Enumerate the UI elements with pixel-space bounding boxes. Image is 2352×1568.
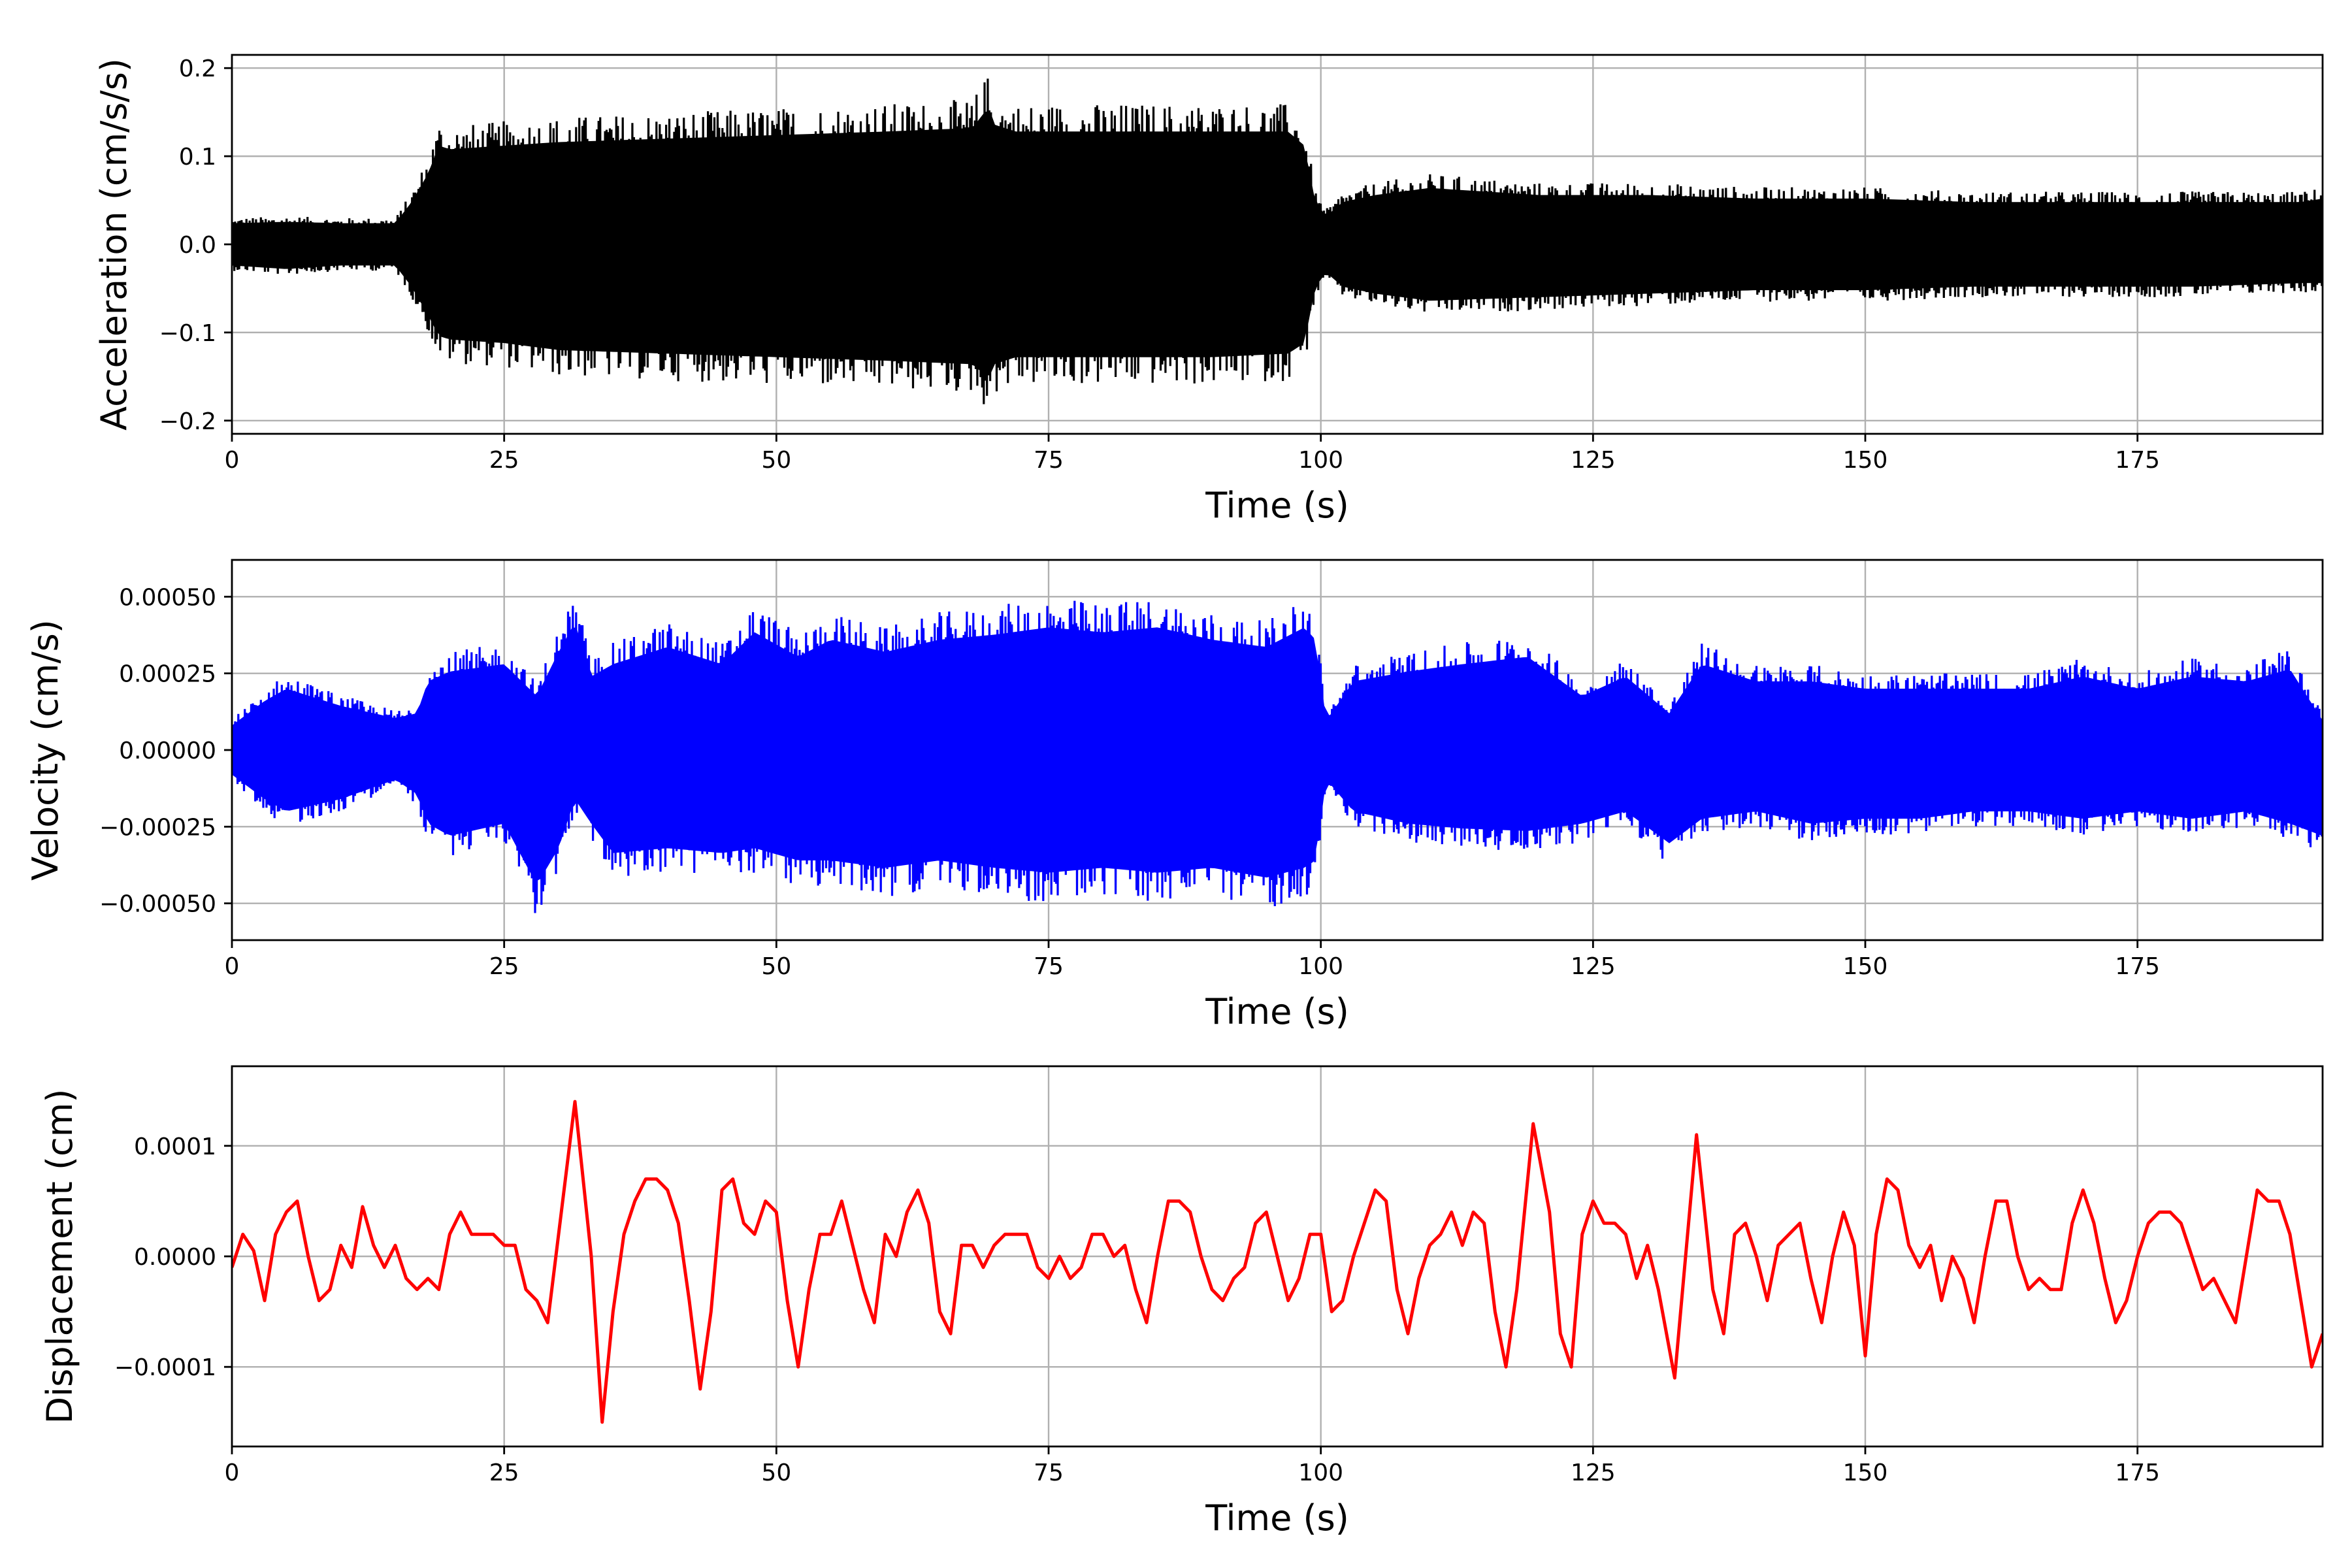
acceleration-xtick-label: 150	[1843, 447, 1888, 474]
displacement-ytick-label: 0.0001	[134, 1134, 216, 1160]
acceleration-xtick-label: 125	[1571, 447, 1616, 474]
acceleration-ytick-label: −0.1	[159, 320, 216, 347]
acceleration-ytick-label: 0.0	[179, 232, 216, 259]
velocity-ytick-label: 0.00025	[119, 661, 216, 688]
velocity-xtick-label: 75	[1034, 953, 1064, 980]
velocity-trace-fill	[232, 627, 2323, 882]
acceleration-xtick-label: 175	[2115, 447, 2160, 474]
velocity-xlabel: Time (s)	[1205, 991, 1349, 1032]
velocity-subplot: 0 25 50 75 100 125 150 175 −0.00050 −0.00025 0.000…	[25, 559, 2324, 1032]
displacement-xtick-label: 0	[225, 1460, 240, 1486]
velocity-xtick-label: 50	[761, 953, 791, 980]
displacement-trace	[232, 1100, 2323, 1424]
displacement-ylabel: Displacement (cm)	[39, 1089, 80, 1424]
acceleration-xtick-label: 25	[489, 447, 519, 474]
displacement-ytick-label: 0.0000	[134, 1244, 216, 1271]
acceleration-xtick-label: 100	[1298, 447, 1343, 474]
velocity-xtick-label: 0	[225, 953, 240, 980]
acceleration-series	[232, 78, 2323, 404]
displacement-xtick-label: 125	[1571, 1460, 1616, 1486]
displacement-xlabel: Time (s)	[1205, 1497, 1349, 1539]
velocity-ytick-label: −0.00025	[99, 814, 216, 841]
velocity-xtick-label: 100	[1298, 953, 1343, 980]
displacement-xtick-label: 175	[2115, 1460, 2160, 1486]
velocity-xtick-label: 150	[1843, 953, 1888, 980]
displacement-xtick-label: 25	[489, 1460, 519, 1486]
velocity-ytick-label: 0.00000	[119, 738, 216, 764]
displacement-xtick-label: 100	[1298, 1460, 1343, 1486]
acceleration-xtick-label: 75	[1034, 447, 1064, 474]
displacement-xtick-label: 50	[761, 1460, 791, 1486]
acceleration-subplot: 0 25 50 75 100 125 150 175 −0.2 −0.1 0.0 0.1 0.2 Time…	[93, 54, 2324, 526]
velocity-xtick-label: 125	[1571, 953, 1616, 980]
velocity-ytick-label: 0.00050	[119, 584, 216, 611]
acceleration-xtick-label: 50	[761, 447, 791, 474]
acceleration-xtick-label: 0	[225, 447, 240, 474]
displacement-subplot: 0 25 50 75 100 125 150 175 −0.0001 0.0000 0.0001 Ti…	[39, 1065, 2324, 1539]
velocity-xtick-label: 25	[489, 953, 519, 980]
velocity-xtick-label: 175	[2115, 953, 2160, 980]
velocity-series	[232, 600, 2323, 913]
acceleration-ytick-label: 0.1	[179, 144, 216, 171]
displacement-ytick-label: −0.0001	[114, 1354, 216, 1381]
acceleration-trace-fill	[232, 110, 2323, 376]
displacement-series	[232, 1100, 2323, 1424]
acceleration-ytick-label: 0.2	[179, 56, 216, 82]
velocity-ylabel: Velocity (cm/s)	[25, 619, 66, 881]
acceleration-ytick-label: −0.2	[159, 408, 216, 435]
acceleration-xlabel: Time (s)	[1205, 485, 1349, 526]
displacement-xtick-label: 75	[1034, 1460, 1064, 1486]
acceleration-ylabel: Acceleration (cm/s/s)	[93, 58, 135, 431]
displacement-xtick-label: 150	[1843, 1460, 1888, 1486]
velocity-ytick-label: −0.00050	[99, 891, 216, 918]
